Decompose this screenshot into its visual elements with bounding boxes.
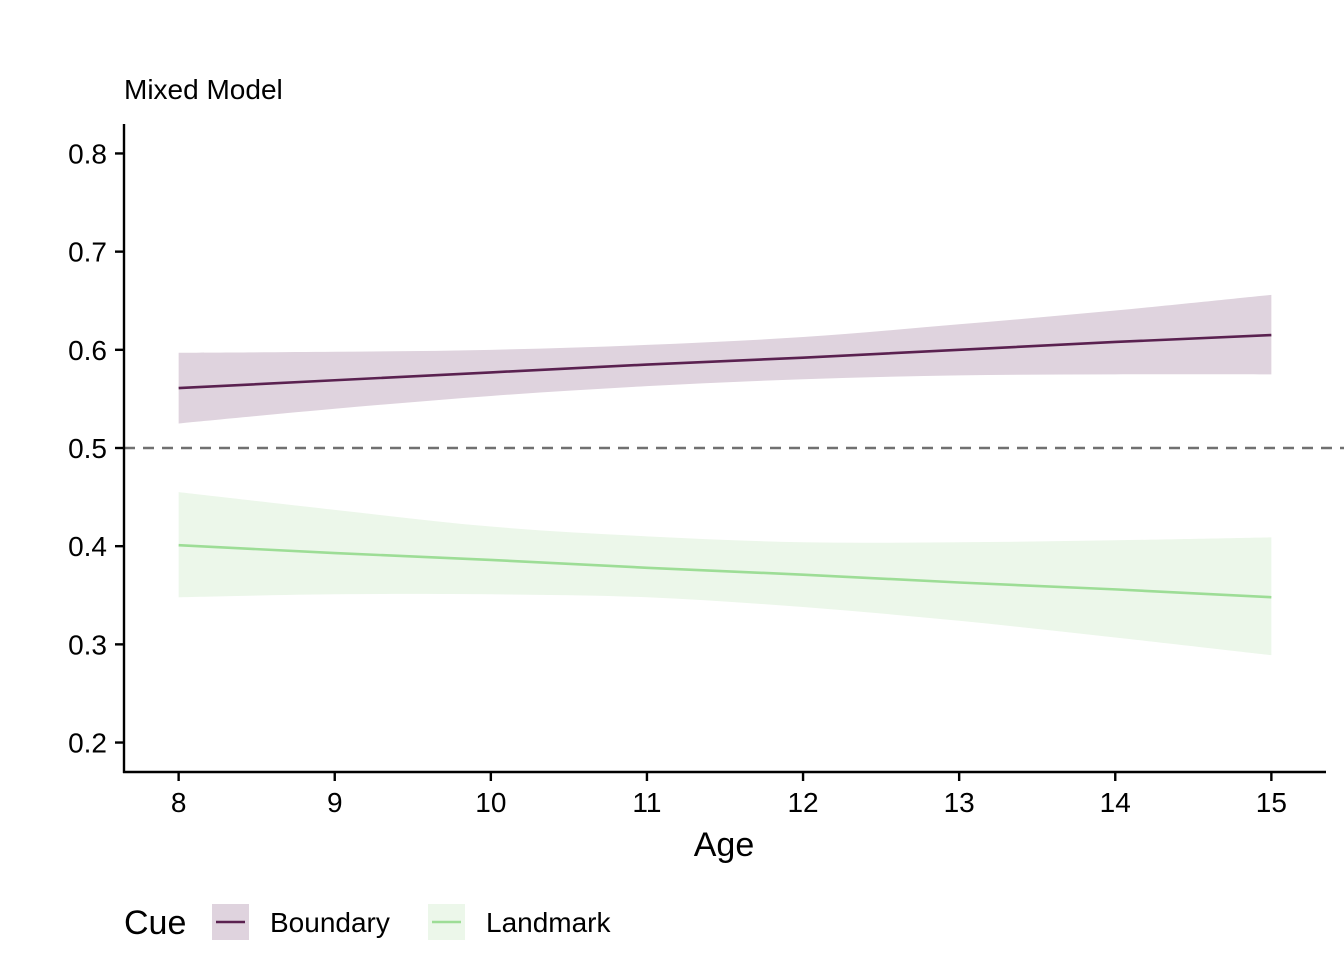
legend-items: Boundary Landmark (212, 904, 612, 940)
x-tick-label: 14 (1100, 787, 1131, 818)
x-axis-title: Age (694, 826, 755, 864)
axes: 0.2 0.3 0.4 0.5 0.6 0.7 0.8 8 9 10 11 12 13 14 15 (68, 124, 1326, 818)
confidence-bands (178, 294, 1272, 656)
y-tick-label: 0.2 (68, 728, 107, 759)
band-boundary (178, 294, 1272, 424)
y-axis-ticks: 0.2 0.3 0.4 0.5 0.6 0.7 0.8 (68, 138, 124, 759)
y-tick-label: 0.6 (68, 335, 107, 366)
series-lines (178, 333, 1272, 599)
x-axis-ticks: 8 9 10 11 12 13 14 15 (171, 772, 1287, 818)
y-tick-label: 0.5 (68, 433, 107, 464)
x-tick-label: 8 (171, 787, 187, 818)
band-landmark (178, 492, 1272, 656)
chart-title: Mixed Model (124, 74, 283, 105)
x-tick-label: 11 (632, 787, 661, 818)
x-tick-label: 13 (944, 787, 975, 818)
x-tick-label: 12 (787, 787, 818, 818)
y-tick-label: 0.4 (68, 531, 107, 562)
x-tick-label: 10 (475, 787, 506, 818)
y-tick-label: 0.3 (68, 629, 107, 660)
legend: Cue Boundary Landmark (124, 904, 612, 942)
legend-label-landmark: Landmark (486, 907, 612, 938)
legend-item-boundary: Boundary (212, 904, 390, 940)
legend-item-landmark: Landmark (428, 904, 612, 940)
series-line-landmark (178, 543, 1272, 599)
x-tick-label: 15 (1256, 787, 1287, 818)
y-tick-label: 0.8 (68, 138, 107, 169)
legend-label-boundary: Boundary (270, 907, 390, 938)
legend-title: Cue (124, 904, 186, 942)
series-line-boundary (178, 333, 1272, 390)
x-tick-label: 9 (327, 787, 343, 818)
y-tick-label: 0.7 (68, 237, 107, 268)
